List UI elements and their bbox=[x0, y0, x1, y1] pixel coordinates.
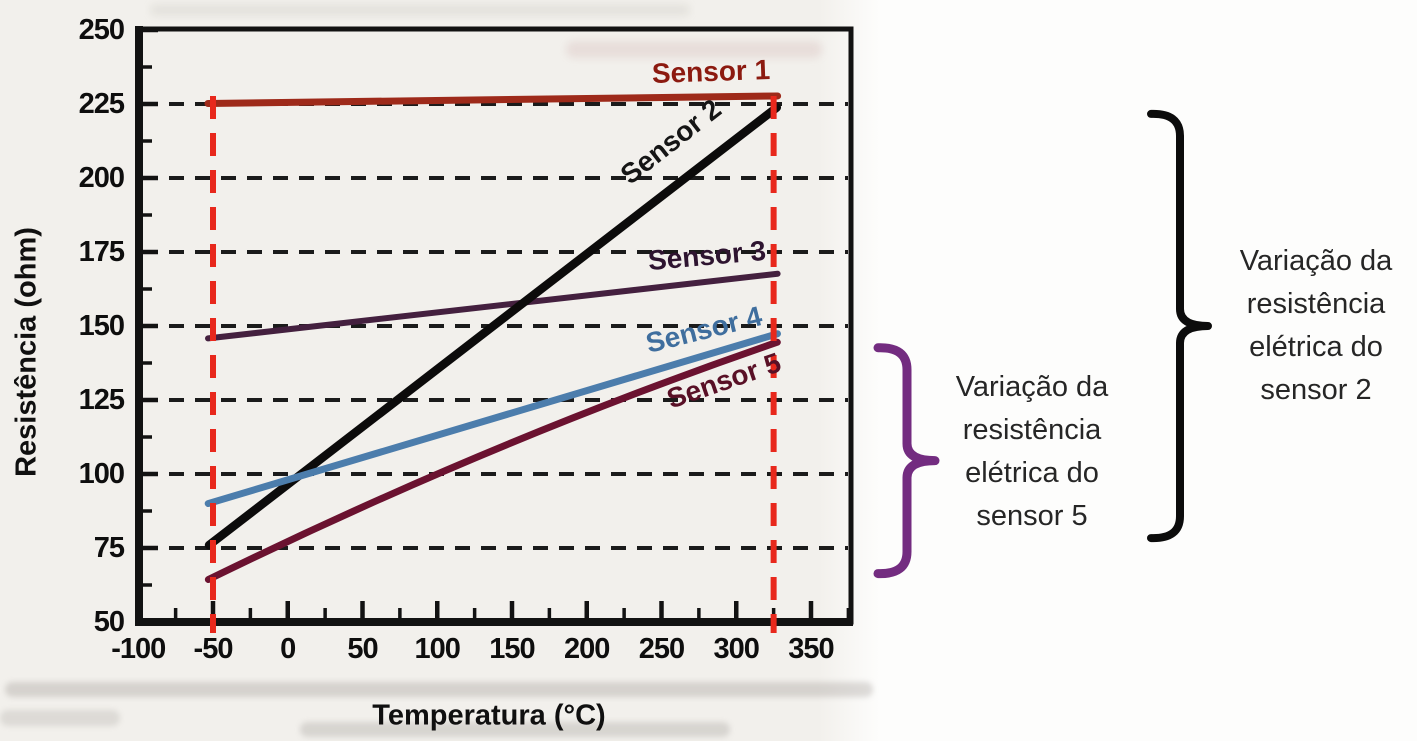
scan-smudge bbox=[5, 682, 873, 697]
x-tick-label: 300 bbox=[713, 633, 760, 665]
scan-smudge bbox=[150, 4, 690, 16]
scan-smudge bbox=[566, 41, 822, 58]
x-tick-label: 350 bbox=[788, 633, 834, 665]
x-tick-label: -50 bbox=[193, 633, 234, 665]
x-tick-label: 250 bbox=[638, 633, 685, 665]
annotation-line: elétrica do bbox=[965, 457, 1099, 489]
series-label-sensor-1: Sensor 1 bbox=[651, 53, 771, 90]
annotation-line: Variação da bbox=[955, 371, 1109, 403]
y-tick-label: 175 bbox=[78, 236, 125, 268]
y-tick-label: 150 bbox=[78, 310, 125, 342]
x-axis-title: Temperatura (°C) bbox=[372, 699, 606, 732]
scan-smudge bbox=[0, 710, 120, 726]
annotation-line: resistência bbox=[962, 414, 1102, 446]
x-tick-label: 0 bbox=[280, 633, 296, 665]
brace-sensor5 bbox=[873, 343, 940, 579]
annotation-line: sensor 5 bbox=[976, 500, 1088, 532]
brace-sensor2 bbox=[1147, 109, 1212, 543]
annotation-sensor-5-text: Variação da resistência elétrica do sens… bbox=[926, 366, 1138, 538]
y-tick-label: 125 bbox=[78, 384, 125, 416]
y-tick-label: 200 bbox=[78, 162, 125, 194]
y-tick-label: 225 bbox=[78, 88, 125, 120]
series-line-sensor-3 bbox=[205, 270, 781, 342]
series-line-sensor-1 bbox=[204, 92, 782, 107]
y-tick-label: 50 bbox=[93, 606, 125, 638]
x-tick-label: 50 bbox=[347, 633, 378, 665]
annotation-line: sensor 2 bbox=[1260, 374, 1372, 406]
y-tick-label: 250 bbox=[78, 14, 125, 46]
annotation-line: elétrica do bbox=[1249, 331, 1383, 363]
x-tick-label: 150 bbox=[489, 633, 535, 665]
annotation-line: resistência bbox=[1246, 288, 1386, 320]
series-line-sensor-4 bbox=[204, 330, 781, 508]
y-tick-label: 75 bbox=[93, 532, 125, 564]
x-tick-label: 100 bbox=[414, 633, 461, 665]
scan-smudge bbox=[300, 722, 730, 737]
y-axis-title: Resistência (ohm) bbox=[10, 227, 43, 477]
y-tick-label: 100 bbox=[78, 458, 125, 490]
series-line-sensor-5 bbox=[204, 338, 781, 584]
annotation-sensor-2-text: Variação da resistência elétrica do sens… bbox=[1210, 240, 1417, 412]
x-tick-label: -100 bbox=[111, 633, 166, 665]
x-tick-label: 200 bbox=[564, 633, 610, 665]
annotation-line: Variação da bbox=[1239, 245, 1393, 277]
